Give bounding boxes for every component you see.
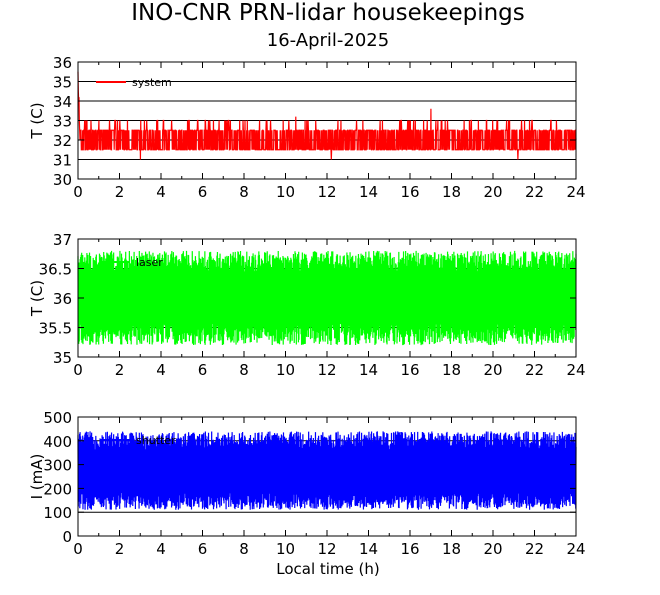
x-tick-label: 12 (317, 361, 336, 379)
x-tick-label: 8 (239, 540, 249, 558)
x-tick-label: 20 (483, 361, 502, 379)
figure-subtitle: 16-April-2025 (267, 30, 389, 51)
y-tick-label: 32 (53, 132, 72, 150)
x-tick-label: 2 (115, 540, 125, 558)
y-tick-label: 31 (53, 152, 72, 170)
legend-label-laser: laser (136, 256, 163, 269)
x-tick-label: 20 (483, 540, 502, 558)
x-tick-label: 22 (525, 183, 544, 201)
x-tick-label: 6 (198, 183, 208, 201)
x-tick-label: 10 (276, 361, 295, 379)
x-tick-label: 2 (115, 183, 125, 201)
x-tick-label: 14 (359, 540, 378, 558)
y-tick-label: 35.5 (39, 320, 72, 338)
y-axis-label: T (C) (28, 280, 46, 317)
y-tick-label: 400 (43, 433, 72, 451)
y-tick-label: 500 (43, 409, 72, 427)
x-tick-label: 22 (525, 361, 544, 379)
x-tick-label: 4 (156, 183, 166, 201)
y-tick-label: 33 (53, 113, 72, 131)
x-tick-label: 14 (359, 361, 378, 379)
x-tick-label: 0 (73, 540, 83, 558)
x-tick-label: 16 (400, 183, 419, 201)
x-tick-label: 8 (239, 183, 249, 201)
y-axis-label: I (mA) (28, 454, 46, 500)
x-tick-label: 6 (198, 361, 208, 379)
x-tick-label: 24 (566, 540, 585, 558)
legend-label-shutter: shutter (136, 434, 176, 447)
figure-title: INO-CNR PRN-lidar housekeepings (131, 0, 525, 26)
x-tick-label: 20 (483, 183, 502, 201)
x-tick-label: 14 (359, 183, 378, 201)
x-tick-label: 24 (566, 183, 585, 201)
x-tick-label: 18 (442, 183, 461, 201)
x-tick-label: 10 (276, 183, 295, 201)
x-tick-label: 10 (276, 540, 295, 558)
y-tick-label: 36 (53, 54, 72, 72)
y-tick-label: 35 (53, 74, 72, 92)
y-tick-label: 100 (43, 504, 72, 522)
x-tick-label: 0 (73, 361, 83, 379)
y-tick-label: 30 (53, 171, 72, 189)
x-tick-label: 4 (156, 540, 166, 558)
y-tick-label: 34 (53, 93, 72, 111)
y-tick-label: 37 (53, 231, 72, 249)
x-axis-label: Local time (h) (276, 560, 380, 578)
y-tick-label: 0 (62, 528, 72, 546)
x-tick-label: 2 (115, 361, 125, 379)
x-tick-label: 12 (317, 540, 336, 558)
x-tick-label: 12 (317, 183, 336, 201)
y-tick-label: 200 (43, 480, 72, 498)
x-tick-label: 18 (442, 540, 461, 558)
x-tick-label: 6 (198, 540, 208, 558)
y-tick-label: 300 (43, 457, 72, 475)
x-tick-label: 16 (400, 361, 419, 379)
series-line-laser (77, 250, 577, 346)
series-line-system (77, 71, 577, 160)
x-tick-label: 8 (239, 361, 249, 379)
series-line-shutter (77, 431, 577, 510)
x-tick-label: 24 (566, 361, 585, 379)
y-tick-label: 35 (53, 349, 72, 367)
x-tick-label: 16 (400, 540, 419, 558)
x-tick-label: 4 (156, 361, 166, 379)
y-tick-label: 36 (53, 290, 72, 308)
y-tick-label: 36.5 (39, 261, 72, 279)
x-tick-label: 18 (442, 361, 461, 379)
legend-label-system: system (132, 76, 172, 89)
x-tick-label: 22 (525, 540, 544, 558)
y-axis-label: T (C) (28, 102, 46, 139)
x-tick-label: 0 (73, 183, 83, 201)
